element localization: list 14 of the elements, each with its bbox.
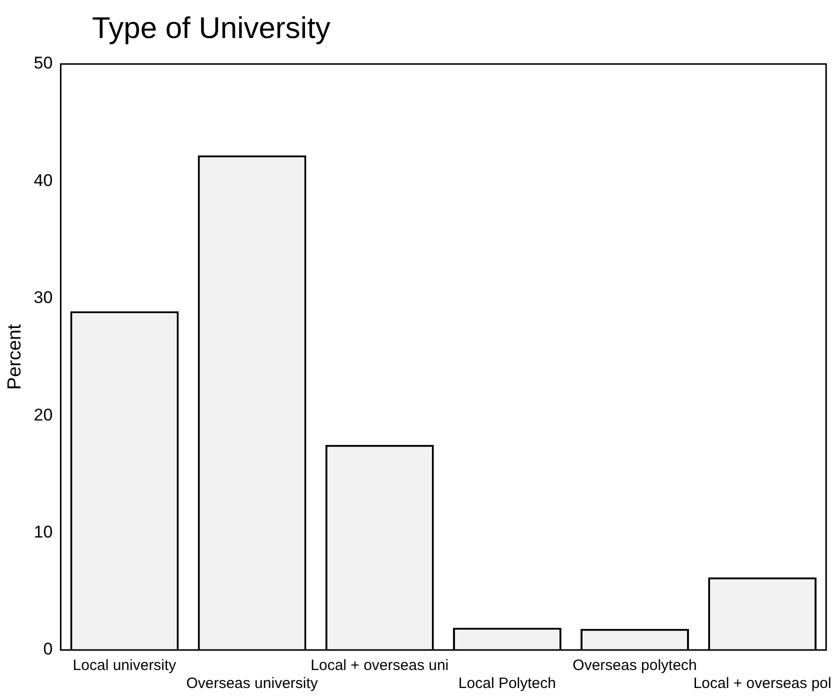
x-tick-label: Local + overseas pol <box>693 675 832 692</box>
y-tick-label: 30 <box>34 288 53 308</box>
x-tick-label: Local + overseas uni <box>310 657 449 674</box>
y-tick-label: 0 <box>43 640 53 659</box>
y-tick-label: 40 <box>34 170 53 190</box>
y-tick-label: 20 <box>34 405 53 424</box>
x-tick-label: Overseas polytech <box>572 657 697 674</box>
y-tick-label: 10 <box>34 522 53 542</box>
y-tick-label: 50 <box>34 54 53 73</box>
y-axis-title: Percent <box>4 324 26 390</box>
chart-title: Type of University <box>92 12 330 46</box>
x-tick-label: Local university <box>72 657 177 674</box>
x-tick-label: Local Polytech <box>458 675 556 692</box>
x-tick-label: Overseas university <box>186 675 318 692</box>
